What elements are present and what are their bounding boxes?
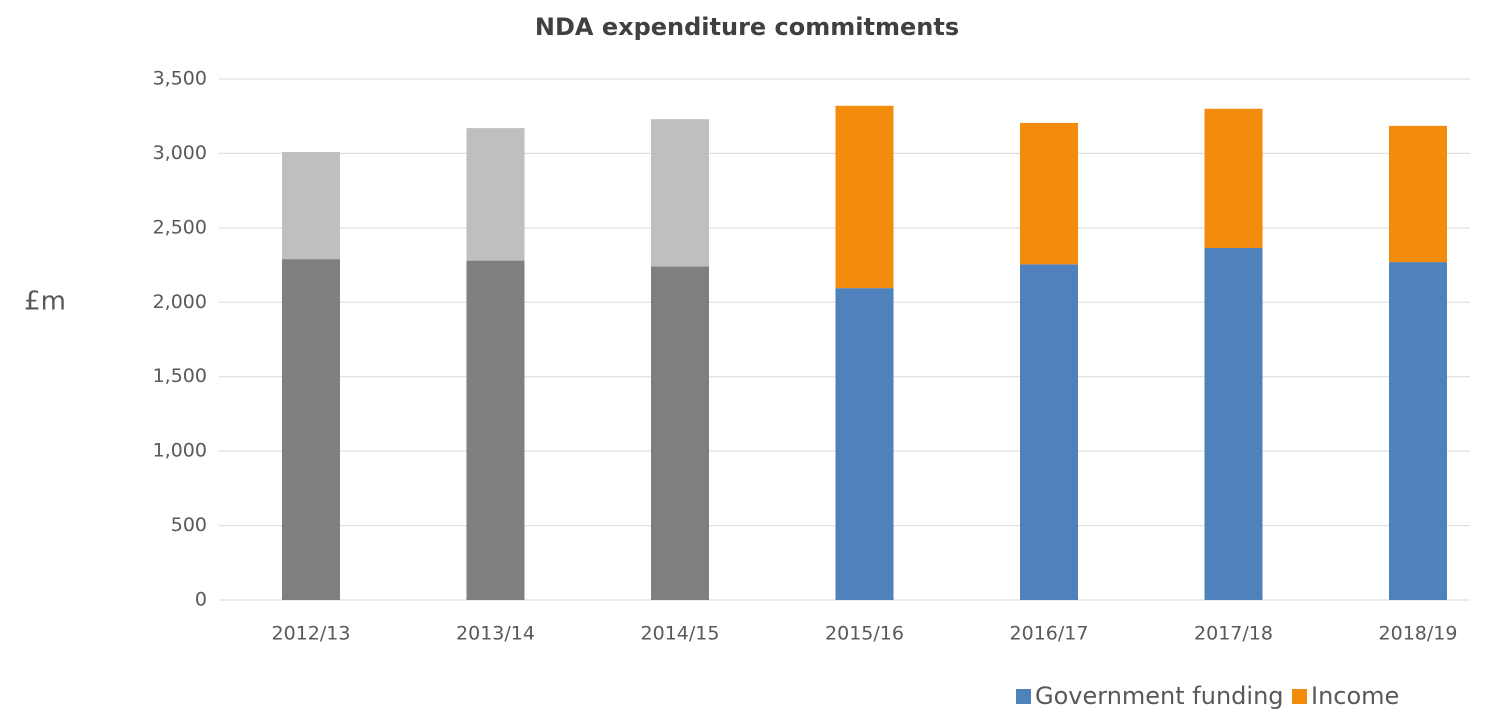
bar-segment bbox=[1204, 108, 1263, 248]
legend-label: Income bbox=[1311, 682, 1399, 710]
bar-segment bbox=[1020, 264, 1078, 600]
bar-segment bbox=[282, 151, 340, 260]
y-tick-label: 1,500 bbox=[153, 365, 207, 387]
bar-segment bbox=[651, 266, 709, 600]
x-tick-label: 2015/16 bbox=[825, 623, 904, 645]
y-axis-label: £m bbox=[24, 287, 66, 317]
bar-segment bbox=[1389, 125, 1447, 263]
x-tick-label: 2014/15 bbox=[641, 623, 720, 645]
x-tick-label: 2016/17 bbox=[1010, 623, 1089, 645]
bar-segment bbox=[1020, 122, 1078, 265]
legend-swatch bbox=[1292, 689, 1307, 704]
bar-segment bbox=[835, 105, 894, 289]
bar-segment bbox=[1204, 247, 1263, 600]
bar-segment bbox=[282, 259, 340, 600]
y-tick-label: 2,000 bbox=[153, 291, 207, 313]
y-tick-label: 2,500 bbox=[153, 216, 207, 238]
y-tick-label: 1,000 bbox=[153, 440, 207, 462]
bar-segment bbox=[1389, 262, 1447, 600]
x-tick-label: 2013/14 bbox=[456, 623, 535, 645]
y-tick-label: 0 bbox=[195, 589, 207, 611]
x-tick-label: 2012/13 bbox=[272, 623, 351, 645]
x-tick-label: 2017/18 bbox=[1194, 623, 1273, 645]
y-tick-label: 3,500 bbox=[153, 68, 207, 90]
legend-swatch bbox=[1016, 689, 1031, 704]
x-tick-label: 2018/19 bbox=[1379, 623, 1458, 645]
bar-segment bbox=[466, 260, 525, 600]
legend-label: Government funding bbox=[1035, 682, 1284, 710]
y-tick-label: 500 bbox=[171, 514, 207, 536]
bar-segment bbox=[651, 119, 709, 267]
bar-segment bbox=[466, 128, 525, 261]
bar-segment bbox=[835, 288, 894, 600]
chart-title: NDA expenditure commitments bbox=[535, 13, 959, 41]
y-tick-label: 3,000 bbox=[153, 142, 207, 164]
